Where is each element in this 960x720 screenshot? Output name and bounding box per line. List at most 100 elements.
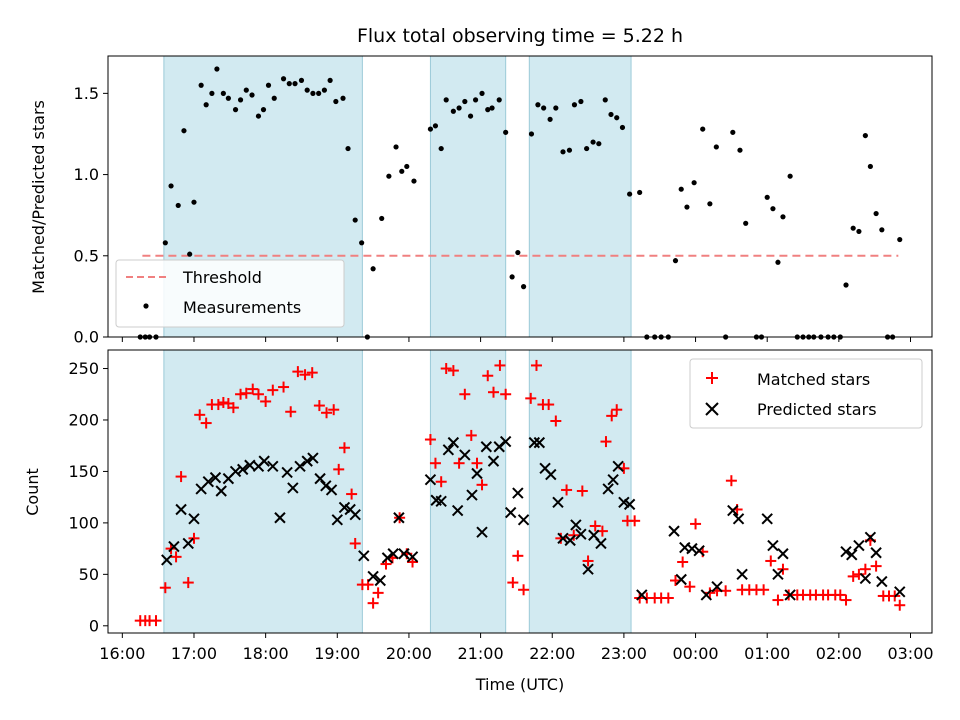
matched-star-point <box>606 410 618 422</box>
predicted-star-point <box>870 547 882 559</box>
predicted-star-point <box>487 455 500 467</box>
ratio-panel: 0.0 0.5 1.0 1.5 Matched/Predicted stars Thr… <box>29 55 933 347</box>
matched-star-point <box>834 589 846 601</box>
matched-star-point <box>561 484 573 496</box>
matched-star-point <box>600 436 612 448</box>
matched-star-point <box>175 471 187 483</box>
measurement-point <box>209 90 215 96</box>
measurement-point <box>386 173 392 179</box>
predicted-star-point <box>442 444 455 456</box>
predicted-star-point <box>595 537 607 550</box>
predicted-star-point <box>517 514 530 526</box>
matched-star-point <box>500 388 512 400</box>
bottom-y-label: Count <box>23 468 42 516</box>
measurement-point <box>700 126 706 132</box>
matched-star-point <box>194 409 206 421</box>
predicted-star-point <box>876 575 888 588</box>
measurement-point <box>520 284 527 290</box>
measurement-point <box>162 240 168 246</box>
measurement-point <box>370 266 376 272</box>
measurement-point <box>862 132 868 139</box>
measurement-point <box>393 144 399 150</box>
matched-star-point <box>349 537 361 549</box>
measurement-point <box>467 113 474 119</box>
predicted-star-point <box>175 503 187 516</box>
predicted-star-point <box>294 460 306 472</box>
predicted-star-point <box>772 568 784 581</box>
measurement-legend-marker <box>143 303 149 309</box>
bottom-y-tick-label: 0 <box>89 616 99 635</box>
x-tick-label: 16:00 <box>99 644 145 663</box>
measurement-point <box>271 95 277 101</box>
matched-star-point <box>662 592 674 604</box>
predicted-star-point <box>668 525 680 537</box>
measurement-point <box>637 189 643 196</box>
bottom-y-tick-label: 50 <box>79 565 99 584</box>
predicted-star-point <box>314 472 326 485</box>
measurement-point <box>528 131 535 137</box>
x-tick-label: 17:00 <box>171 644 217 663</box>
matched-star-point <box>772 594 784 606</box>
measurement-point <box>249 92 255 98</box>
threshold-legend-label: Threshold <box>182 268 262 287</box>
matched-star-point <box>212 399 224 411</box>
matched-star-point <box>568 529 580 541</box>
matched-star-point <box>555 532 567 544</box>
predicted-star-point <box>840 545 852 558</box>
measurement-point <box>770 206 776 212</box>
matched-star-point <box>487 386 499 398</box>
predicted-star-point <box>853 539 865 552</box>
matched-star-point <box>471 457 483 469</box>
measurement-point <box>684 204 690 210</box>
predicted-star-point <box>267 460 279 472</box>
top-y-tick-label: 0.0 <box>74 328 99 347</box>
measurement-point <box>566 147 573 153</box>
predicted-star-point <box>307 452 319 464</box>
matched-star-point <box>267 384 279 396</box>
measurement-point <box>691 180 697 186</box>
matched-star-point <box>525 392 537 404</box>
matched-star-point <box>328 404 340 416</box>
matched-star-point <box>367 597 379 609</box>
predicted-star-point <box>387 548 399 560</box>
predicted-star-point <box>168 540 180 553</box>
predicted-star-point <box>504 506 517 519</box>
matched-star-point <box>333 463 345 475</box>
matched-star-point <box>870 560 882 572</box>
measurement-point <box>327 77 333 83</box>
count-panel: 0 50 100 150 200 250 16:00 17:00 18:00 19:00 20:0… <box>23 349 934 694</box>
predicted-star-point <box>320 480 332 492</box>
measurement-point <box>614 115 620 121</box>
predicted-legend-label: Predicted stars <box>757 400 877 419</box>
measurement-point <box>713 144 719 150</box>
matched-star-point <box>518 584 530 596</box>
matched-star-point <box>182 577 194 589</box>
predicted-star-point <box>424 473 437 486</box>
predicted-star-point <box>894 586 906 598</box>
predicted-star-point <box>864 531 877 544</box>
measurement-point <box>404 163 410 170</box>
measurement-point <box>456 105 462 111</box>
measurement-point <box>472 97 479 103</box>
matched-star-point <box>684 581 696 593</box>
bottom-shaded-intervals <box>163 349 632 634</box>
predicted-star-point <box>784 589 796 601</box>
measurement-point <box>411 178 417 184</box>
predicted-star-point <box>274 512 286 524</box>
measurement-point <box>168 183 174 189</box>
measurement-point <box>203 102 209 108</box>
matched-star-point <box>589 520 601 532</box>
measurement-point <box>850 225 856 231</box>
matched-star-point <box>847 570 859 582</box>
measurement-point <box>627 191 633 197</box>
predicted-star-point <box>188 513 200 525</box>
measurement-point <box>743 220 749 226</box>
matched-star-point <box>217 396 229 408</box>
measurement-point <box>379 215 385 222</box>
top-y-tick-label: 1.5 <box>74 84 99 103</box>
matched-star-point <box>576 485 588 497</box>
measurement-point <box>535 102 541 108</box>
x-tick-label: 00:00 <box>672 644 718 663</box>
measurement-point <box>619 124 626 131</box>
